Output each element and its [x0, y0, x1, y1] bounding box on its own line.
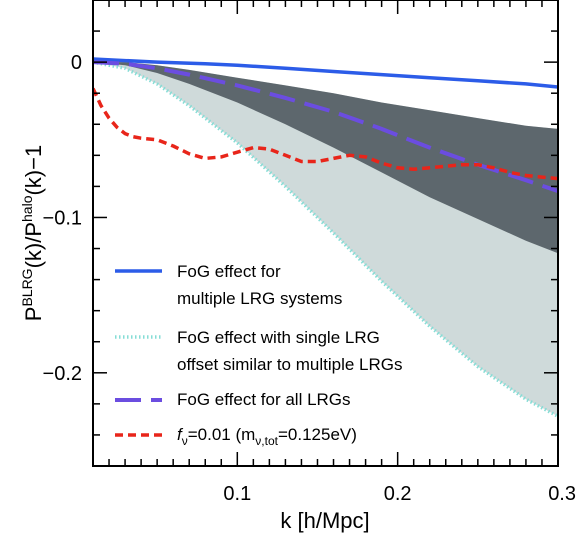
plot-frame	[92, 0, 559, 467]
x-tick-labels: 0.1 0.2 0.3	[223, 483, 576, 505]
legend-red-nu-sub: ν	[182, 434, 188, 448]
minor-ticks	[93, 0, 558, 466]
legend: FoG effect for multiple LRG systems FoG …	[115, 262, 402, 448]
y-tick-label: −0.2	[43, 363, 82, 385]
x-tick-label: 0.3	[548, 483, 576, 505]
series-line-red	[93, 87, 558, 181]
legend-label-dotted-line1: FoG effect with single LRG	[177, 328, 380, 347]
y-axis-title-base: P	[21, 307, 46, 322]
x-tick-label: 0.2	[384, 483, 412, 505]
legend-entry-red: fν=0.01 (mν,tot=0.125eV)	[115, 425, 357, 448]
legend-label-dashed: FoG effect for all LRGs	[177, 390, 351, 409]
y-axis-title-sup2: halo	[19, 195, 35, 222]
legend-label-solid-line1: FoG effect for	[177, 262, 281, 281]
legend-red-tail: =0.125eV)	[278, 425, 357, 444]
series-line-solid	[93, 57, 558, 89]
y-tick-labels: 0 −0.1 −0.2	[43, 52, 82, 385]
y-axis-title-mid: (k)/P	[21, 222, 46, 268]
legend-label-red: fν=0.01 (mν,tot=0.125eV)	[177, 425, 357, 448]
legend-red-eq: =0.01 (m	[188, 425, 256, 444]
dark-band-area	[93, 62, 558, 254]
legend-entry-solid: FoG effect for multiple LRG systems	[115, 262, 342, 308]
legend-entry-dashed: FoG effect for all LRGs	[115, 390, 351, 409]
series-line-dashed	[93, 60, 558, 193]
series-lines	[93, 57, 558, 418]
y-axis-title: PBLRG(k)/Phalo(k)−1	[19, 145, 46, 321]
y-tick-label: −0.1	[43, 207, 82, 229]
x-axis-title: k [h/Mpc]	[280, 508, 369, 533]
legend-label-solid-line2: multiple LRG systems	[177, 289, 342, 308]
y-axis-title-end: (k)−1	[21, 145, 46, 196]
y-tick-label: 0	[71, 52, 82, 74]
legend-entry-dotted: FoG effect with single LRG offset simila…	[115, 328, 402, 374]
legend-label-dotted-line2: offset similar to multiple LRGs	[177, 355, 402, 374]
legend-red-nu2-sub: ν,tot	[255, 434, 278, 448]
y-axis-title-sup1: BLRG	[19, 268, 35, 306]
legend-red-f: f	[177, 425, 184, 444]
x-tick-label: 0.1	[223, 483, 251, 505]
